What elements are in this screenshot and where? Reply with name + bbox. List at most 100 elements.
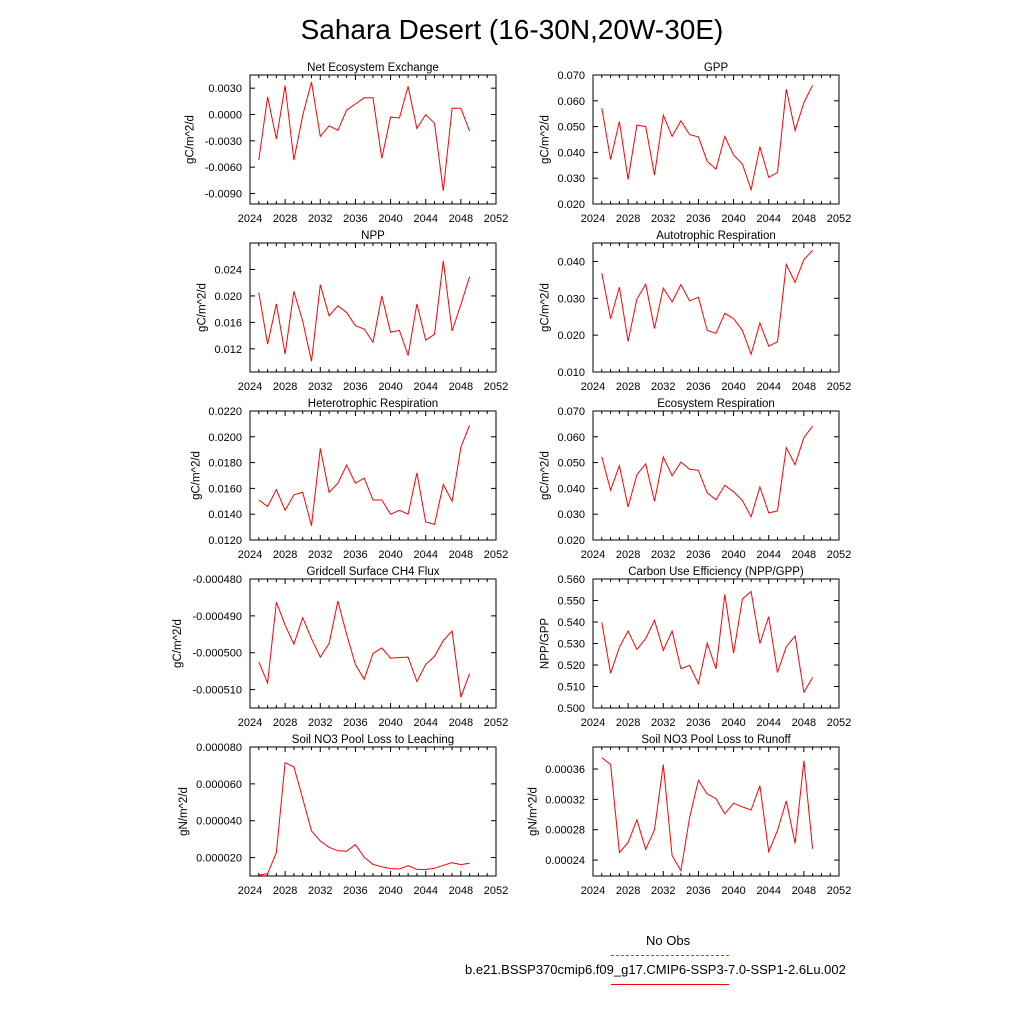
panel-1-frame	[249, 74, 497, 205]
panel-9-xtick-label: 2048	[449, 885, 473, 897]
panel-5-ytick-label: 0.0140	[208, 509, 242, 521]
panel-5-ytick-label: 0.0160	[208, 483, 242, 495]
panel-6-ytick-label: 0.030	[557, 509, 585, 521]
panel-3-ytick-label: 0.020	[214, 291, 242, 303]
panel-5-xtick-label: 2036	[343, 549, 367, 561]
panel-10-ytick-label: 0.00028	[545, 825, 585, 837]
panel-5-xtick-label: 2040	[378, 549, 402, 561]
panel-7-ytick-label: -0.000510	[192, 685, 242, 697]
panel-10-ytick-label: 0.00032	[545, 794, 585, 806]
panel-1-ylabel: gC/m^2/d	[184, 115, 196, 164]
panel-8-xtick-label: 2040	[721, 717, 745, 729]
panel-1-series-line	[258, 81, 471, 191]
panel-8-ylabel: NPP/GPP	[540, 618, 552, 669]
panel-8-xtick-label: 2036	[686, 717, 710, 729]
panel-6-title: Ecosystem Respiration	[657, 398, 775, 410]
panel-2-ytick-label: 0.060	[557, 96, 585, 108]
panel-4-ylabel: gC/m^2/d	[540, 283, 552, 332]
panel-9-xtick-label: 2036	[343, 885, 367, 897]
panel-6-ytick-label: 0.040	[557, 483, 585, 495]
panel-9-ylabel: gN/m^2/d	[178, 787, 190, 836]
panel-5-xtick-label: 2052	[484, 549, 508, 561]
panel-2-xtick-label: 2036	[686, 213, 710, 225]
panel-7-ytick-label: -0.000480	[192, 574, 242, 586]
panel-7-xtick-label: 2048	[449, 717, 473, 729]
panel-8-xtick-label: 2044	[756, 717, 780, 729]
panel-8-xtick-label: 2052	[827, 717, 851, 729]
panel-3-xtick-label: 2052	[484, 381, 508, 393]
panel-5-frame	[249, 410, 497, 541]
panel-10-xtick-label: 2048	[792, 885, 816, 897]
panel-1-xtick-label: 2036	[343, 213, 367, 225]
panel-9-ytick-label: 0.000040	[196, 816, 242, 828]
panel-6-xtick-label: 2044	[756, 549, 780, 561]
panel-9-xtick-label: 2032	[308, 885, 332, 897]
panel-10-frame	[592, 746, 840, 877]
panel-7-xtick-label: 2044	[413, 717, 437, 729]
panel-7-xtick-label: 2028	[273, 717, 297, 729]
panel-1-ytick-label: -0.0090	[205, 188, 242, 200]
panel-1-xtick-label: 2024	[238, 213, 262, 225]
panel-7-ytick-label: -0.000490	[192, 611, 242, 623]
panel-9-xtick-label: 2044	[413, 885, 437, 897]
panel-6-ytick-label: 0.060	[557, 432, 585, 444]
panel-3-xtick-label: 2032	[308, 381, 332, 393]
panel-10-ytick-label: 0.00036	[545, 764, 585, 776]
panel-1-xtick-label: 2048	[449, 213, 473, 225]
panel-10-xtick-label: 2024	[581, 885, 605, 897]
panel-2-xtick-label: 2032	[651, 213, 675, 225]
panel-2-ylabel: gC/m^2/d	[540, 115, 552, 164]
panel-4-ytick-label: 0.010	[557, 367, 585, 379]
panel-6-ytick-label: 0.070	[557, 406, 585, 418]
panel-3-xtick-label: 2048	[449, 381, 473, 393]
panel-2-xtick-label: 2024	[581, 213, 605, 225]
panel-4-xtick-label: 2028	[616, 381, 640, 393]
panel-10-xtick-label: 2028	[616, 885, 640, 897]
panel-2-ytick-label: 0.030	[557, 173, 585, 185]
panel-6-xtick-label: 2052	[827, 549, 851, 561]
panel-10-xtick-label: 2036	[686, 885, 710, 897]
panel-5-series-line	[258, 425, 471, 526]
panel-4-series-line	[601, 250, 813, 356]
panel-5-ytick-label: 0.0220	[208, 406, 242, 418]
panel-7-xtick-label: 2032	[308, 717, 332, 729]
panel-5-xtick-label: 2028	[273, 549, 297, 561]
panel-4-ytick-label: 0.030	[557, 293, 585, 305]
panel-8-ytick-label: 0.540	[557, 617, 585, 629]
panel-2-series-line	[601, 85, 814, 192]
panel-5-ytick-label: 0.0200	[208, 432, 242, 444]
panel-10-xtick-label: 2040	[721, 885, 745, 897]
panel-3-xtick-label: 2040	[378, 381, 402, 393]
panel-5-xtick-label: 2048	[449, 549, 473, 561]
panel-8-xtick-label: 2032	[651, 717, 675, 729]
panel-6-frame	[592, 410, 840, 541]
panel-6-xtick-label: 2028	[616, 549, 640, 561]
panel-8-ytick-label: 0.530	[557, 639, 585, 651]
panel-3-xtick-label: 2036	[343, 381, 367, 393]
panel-5-ytick-label: 0.0180	[208, 458, 242, 470]
panel-4-xtick-label: 2052	[827, 381, 851, 393]
panel-2-xtick-label: 2044	[756, 213, 780, 225]
panel-4-title: Autotrophic Respiration	[656, 230, 776, 242]
panel-6-xtick-label: 2036	[686, 549, 710, 561]
legend-model-label: b.e21.BSSP370cmip6.f09_g17.CMIP6-SSP3-7.…	[465, 962, 846, 977]
panel-6-xtick-label: 2024	[581, 549, 605, 561]
legend-no-obs-line	[611, 955, 729, 956]
panel-4-xtick-label: 2024	[581, 381, 605, 393]
panel-6-ytick-label: 0.050	[557, 458, 585, 470]
legend-model-line	[611, 984, 729, 985]
panel-2-xtick-label: 2040	[721, 213, 745, 225]
panel-5-title: Heterotrophic Respiration	[308, 398, 438, 410]
panel-8-ytick-label: 0.560	[557, 574, 585, 586]
panel-8-xtick-label: 2048	[792, 717, 816, 729]
panel-10-ylabel: gN/m^2/d	[527, 787, 539, 836]
panel-8-series-line	[601, 590, 814, 694]
panel-1-xtick-label: 2028	[273, 213, 297, 225]
panel-8-ytick-label: 0.500	[557, 703, 585, 715]
panel-9-ytick-label: 0.000020	[196, 853, 242, 865]
panel-7-xtick-label: 2024	[238, 717, 262, 729]
panel-4-xtick-label: 2040	[721, 381, 745, 393]
panel-5-ytick-label: 0.0120	[208, 535, 242, 547]
panel-8-ytick-label: 0.510	[557, 682, 585, 694]
